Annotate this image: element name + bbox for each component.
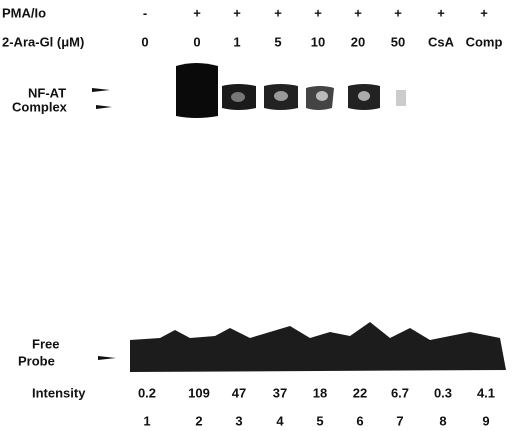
label: Complex xyxy=(12,99,68,114)
intensity-label: Intensity xyxy=(32,385,86,400)
lane-value: + xyxy=(314,5,322,20)
lane-value: CsA xyxy=(428,34,455,49)
intensity-value: 37 xyxy=(273,385,287,400)
intensity-value: 0.2 xyxy=(138,385,156,400)
lane-number: 8 xyxy=(439,413,446,428)
lane-value: 20 xyxy=(351,34,365,49)
lane-value: + xyxy=(394,5,402,20)
lane-value: + xyxy=(480,5,488,20)
intensity-value: 109 xyxy=(188,385,210,400)
intensity-value: 47 xyxy=(232,385,246,400)
lane-number: 2 xyxy=(195,413,202,428)
lane-number: 6 xyxy=(356,413,363,428)
row-label: 2-Ara-Gl (μM) xyxy=(2,34,84,49)
lane-number: 5 xyxy=(316,413,323,428)
intensity-value: 22 xyxy=(353,385,367,400)
lane-value: + xyxy=(437,5,445,20)
lane-value: 5 xyxy=(274,34,281,49)
label: Probe xyxy=(18,353,55,368)
row-label: PMA/Io xyxy=(2,5,46,20)
intensity-value: 0.3 xyxy=(434,385,452,400)
intensity-value: 18 xyxy=(313,385,327,400)
intensity-value: 6.7 xyxy=(391,385,409,400)
lane-value: + xyxy=(274,5,282,20)
lane-number: 1 xyxy=(143,413,150,428)
lane-number: 4 xyxy=(276,413,284,428)
intensity-value: 4.1 xyxy=(477,385,495,400)
arrow xyxy=(92,88,110,92)
arrow xyxy=(98,356,116,360)
label: Free xyxy=(32,336,59,351)
lane-value: + xyxy=(233,5,241,20)
lane-value: 0 xyxy=(193,34,200,49)
gel-bands xyxy=(130,63,506,372)
lane-number: 9 xyxy=(482,413,489,428)
lane-number: 7 xyxy=(396,413,403,428)
arrow xyxy=(96,105,112,109)
label: NF-AT xyxy=(28,85,66,100)
lane-value: + xyxy=(193,5,201,20)
lane-value: 0 xyxy=(141,34,148,49)
lane-value: 10 xyxy=(311,34,325,49)
lane-value: 1 xyxy=(233,34,240,49)
lane-value: Comp xyxy=(466,34,503,49)
lane-value: - xyxy=(143,5,147,20)
lane-value: 50 xyxy=(391,34,405,49)
lane-value: + xyxy=(354,5,362,20)
lane-number: 3 xyxy=(235,413,242,428)
